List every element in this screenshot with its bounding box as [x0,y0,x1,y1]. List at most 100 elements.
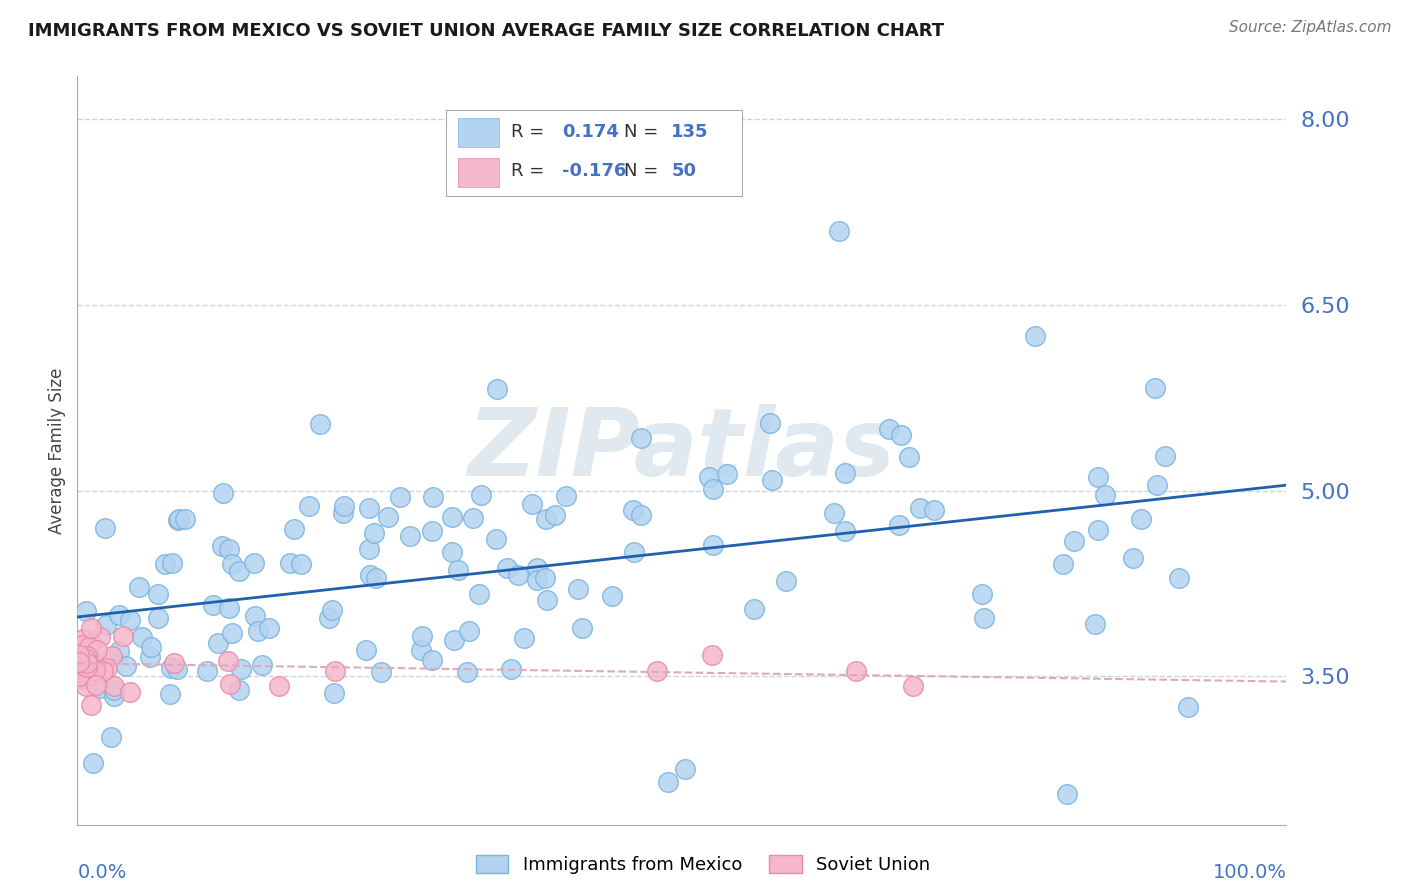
Point [243,609,266,624]
Point [67,648,90,662]
Point [399,529,422,543]
Point [321,603,343,617]
Point [221,557,243,571]
Point [441,509,464,524]
Point [73,661,96,675]
Point [461,511,484,525]
Point [370,665,392,680]
Point [1094,488,1116,502]
Point [456,665,478,680]
Point [1153,449,1175,463]
Point [567,582,589,596]
Point [1056,787,1078,801]
Text: ZIPatlas: ZIPatlas [468,404,896,497]
Point [89,630,111,644]
Point [520,498,543,512]
Point [75,667,97,681]
Point [267,679,290,693]
Point [218,600,240,615]
Point [298,499,321,513]
Point [278,556,301,570]
Point [228,564,250,578]
Point [897,450,920,465]
Point [323,665,346,679]
Point [211,539,233,553]
Point [103,689,125,703]
Point [536,593,558,607]
Point [470,488,492,502]
Point [1052,557,1074,571]
Point [443,632,465,647]
Point [468,587,491,601]
Point [1122,551,1144,566]
Point [94,617,117,632]
Point [69,662,91,676]
Text: 100.0%: 100.0% [1212,863,1286,881]
Y-axis label: Average Family Size: Average Family Size [48,368,66,533]
Point [1084,616,1107,631]
Point [67,669,90,683]
Point [879,422,901,436]
Point [218,541,240,556]
Point [167,513,190,527]
Point [160,661,183,675]
Point [67,654,90,668]
Point [96,661,118,675]
Point [89,681,111,696]
Point [228,683,250,698]
Point [484,532,506,546]
Point [86,643,108,657]
Point [775,574,797,588]
Point [111,629,134,643]
Point [114,659,136,673]
Point [77,640,100,654]
Point [903,679,925,693]
Point [163,657,186,671]
Point [94,521,117,535]
Point [128,580,150,594]
Point [100,730,122,744]
Point [70,672,93,686]
Point [889,518,911,533]
Point [80,636,103,650]
Point [100,649,122,664]
Point [630,431,652,445]
Point [167,512,190,526]
Point [834,524,856,538]
Point [80,621,103,635]
Point [697,470,720,484]
Point [359,501,381,516]
Point [247,624,270,639]
Point [571,621,593,635]
Point [447,563,470,577]
Point [84,663,107,677]
Point [72,654,94,668]
Point [1087,470,1109,484]
Point [80,698,103,712]
Point [526,573,548,587]
Point [526,560,548,574]
Point [231,662,253,676]
Point [890,428,912,442]
Point [76,656,98,670]
Point [411,629,433,643]
Point [82,756,104,770]
Point [84,677,107,691]
Point [420,653,443,667]
Point [139,640,162,654]
Point [499,663,522,677]
Point [533,571,555,585]
Point [72,632,94,646]
Point [1087,523,1109,537]
Point [76,660,98,674]
Point [76,648,98,663]
Point [69,661,91,675]
Point [1177,700,1199,714]
Point [364,571,387,585]
Point [91,664,114,678]
Point [440,545,463,559]
Point [75,679,97,693]
Point [195,664,218,678]
Point [173,512,195,526]
Point [363,525,385,540]
